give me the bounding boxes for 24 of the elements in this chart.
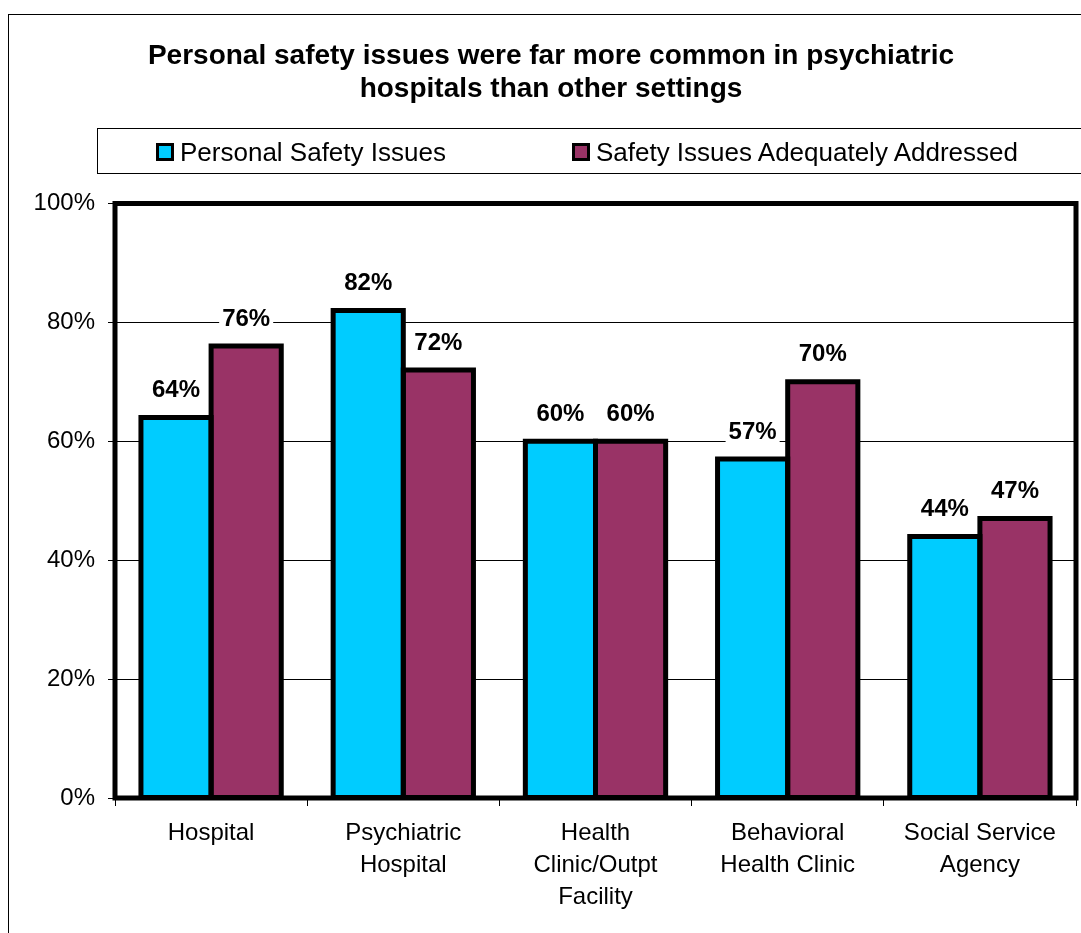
data-label: 57%: [728, 416, 777, 444]
data-label: 47%: [990, 476, 1039, 504]
y-tick-label: 40%: [46, 544, 95, 572]
chart-title: Personal safety issues were far more common in psychiatric hospitals than other settings: [146, 38, 956, 104]
x-tick-label: Psychiatric Hospital: [345, 817, 462, 877]
x-tick-label: Social Service Agency: [903, 817, 1056, 877]
x-tick-label: Behavioral Health Clinic: [720, 817, 856, 877]
legend-label: Safety Issues Adequately Addressed: [595, 137, 1018, 167]
y-tick-label: 60%: [46, 425, 95, 453]
y-tick-label: 20%: [46, 663, 95, 691]
data-label: 72%: [414, 327, 463, 355]
data-label: 60%: [536, 398, 585, 426]
data-label: 64%: [152, 375, 201, 403]
legend-label: Personal Safety Issues: [180, 137, 446, 167]
data-label: 60%: [606, 398, 655, 426]
data-label: 70%: [798, 339, 847, 367]
data-label: 76%: [222, 303, 271, 331]
data-label: 44%: [920, 494, 969, 521]
data-label: 82%: [344, 268, 393, 296]
y-tick-label: 100%: [33, 188, 95, 216]
x-tick-label: Hospital: [167, 817, 255, 845]
y-tick-label: 0%: [60, 782, 95, 810]
x-tick-label: Health Clinic/Outpt Facility: [533, 817, 658, 909]
y-tick-label: 80%: [46, 306, 95, 334]
